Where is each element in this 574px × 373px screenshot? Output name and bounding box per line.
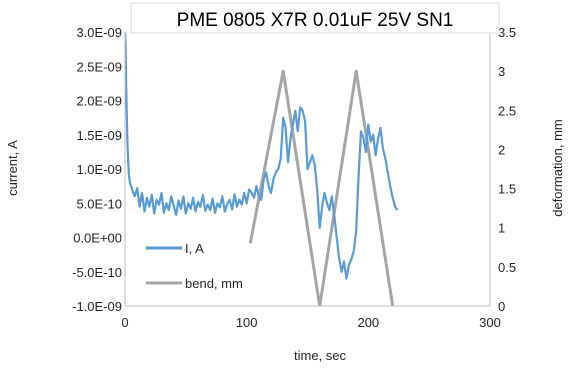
- y2-tick-label: 3.5: [498, 25, 516, 40]
- chart-title-box: PME 0805 X7R 0.01uF 25V SN1: [130, 2, 500, 34]
- series-layer: [125, 31, 399, 306]
- y2-axis-title: deformation, mm: [550, 119, 565, 217]
- y-axis-title: current, A: [5, 140, 20, 196]
- y-tick-label: 2.5E-09: [76, 59, 122, 74]
- x-tick-label: 200: [357, 315, 379, 330]
- y-tick-label: 3.0E-09: [76, 25, 122, 40]
- series-line-current: [125, 31, 399, 280]
- y-tick-label: 1.5E-09: [76, 128, 122, 143]
- x-axis-title: time, sec: [294, 348, 347, 363]
- chart-title-background: [130, 2, 500, 34]
- legend-label-current: I, A: [185, 241, 204, 256]
- x-tick-label: 0: [121, 315, 128, 330]
- y-tick-label: 5.0E-10: [76, 196, 122, 211]
- x-tick-label: 300: [479, 315, 501, 330]
- chart-title: PME 0805 X7R 0.01uF 25V SN1: [177, 10, 454, 31]
- y-tick-label: 2.0E-09: [76, 94, 122, 109]
- series-line-bend: [248, 69, 395, 306]
- y2-tick-label: 0: [498, 299, 505, 314]
- x-tick-label: 100: [236, 315, 258, 330]
- y2-tick-label: 1: [498, 221, 505, 236]
- y2-tick-label: 2.5: [498, 103, 516, 118]
- y2-tick-label: 3: [498, 64, 505, 79]
- y-tick-label: -5.0E-10: [72, 265, 122, 280]
- y-tick-label: 1.0E-09: [76, 162, 122, 177]
- axis-layer: -1.0E-09 -5.0E-10 0.0E+00 5.0E-10 1.0E-09 1.5…: [72, 25, 516, 330]
- y2-tick-label: 2: [498, 142, 505, 157]
- y-tick-label: -1.0E-09: [72, 299, 122, 314]
- y2-tick-label: 1.5: [498, 182, 516, 197]
- y-tick-label: 0.0E+00: [73, 231, 122, 246]
- y2-tick-label: 0.5: [498, 260, 516, 275]
- legend: I, A bend, mm: [146, 241, 243, 291]
- legend-label-bend: bend, mm: [185, 276, 243, 291]
